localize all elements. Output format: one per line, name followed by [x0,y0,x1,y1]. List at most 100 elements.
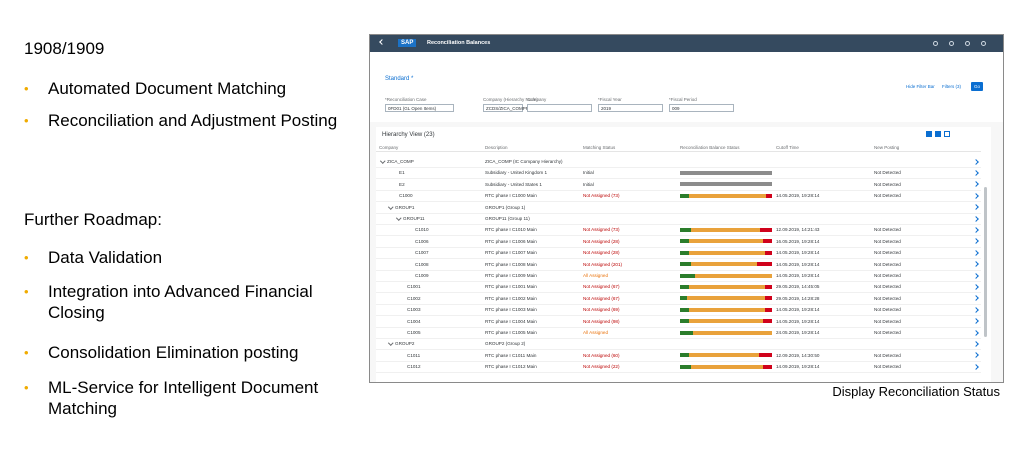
company: C1010 [415,227,429,233]
company: C1004 [407,318,421,324]
table-row[interactable]: C1000 RTC phase I C1000 Main Not Assigned … [376,190,981,203]
table-row[interactable]: GROUP2 GROUP2 (Group 2) [376,338,981,351]
navigation-icon[interactable] [973,261,979,267]
table-title: Hierarchy View (23) [382,132,435,138]
scrollbar[interactable] [984,187,987,337]
company: GROUP11 [403,216,425,221]
table-row[interactable]: ZICA_COMP ZICA_COMP (IC Company Hierarchy… [376,156,981,168]
table-row[interactable]: C1006 RTC phase I C1006 Main Not Assigned … [376,236,981,248]
filter-input[interactable]: 009 [669,104,734,112]
expand-icon[interactable] [388,203,394,209]
navigation-icon[interactable] [973,158,979,165]
navigation-icon[interactable] [973,238,979,245]
company: E2 [399,181,405,187]
filter-input[interactable]: 0FD01 (GL Open Items) [385,104,454,112]
navigation-icon[interactable] [973,318,979,324]
navigation-icon[interactable] [973,249,979,256]
cutoff-time: 14.05.2019, 19:28:14 [776,273,820,278]
button[interactable]: Hide Filter Bar [906,84,935,89]
new-posting: Not Detected [874,330,901,335]
bullet: Automated Document Matching [24,78,358,99]
navigation-icon[interactable] [973,329,979,336]
new-posting: Not Detected [874,307,901,313]
expand-icon[interactable] [380,158,386,164]
description: RTC phase I C1001 Main [485,284,537,290]
header-line [376,151,981,152]
bar-segment [766,193,772,198]
navigation-icon[interactable] [973,306,979,313]
status-bar [680,193,772,198]
expand-icon[interactable] [396,215,402,221]
search-icon[interactable] [933,41,938,46]
navigation-icon[interactable] [973,341,979,347]
table-row[interactable]: C1003 RTC phase I C1003 Main Not Assigned … [376,304,981,317]
navigation-icon[interactable] [973,352,979,359]
description: RTC phase I C1007 Main [485,250,537,256]
company: GROUP2 [395,341,415,347]
table-row[interactable]: GROUP11 GROUP11 (Group 11) [376,213,981,225]
filter-input[interactable] [527,104,592,112]
table-row[interactable]: C1005 RTC phase I C1005 Main All Assigned 2… [376,327,981,339]
navigation-icon[interactable] [973,181,979,188]
filter-input[interactable]: 2019 [598,104,663,112]
navigation-icon[interactable] [973,192,979,199]
description: RTC phase I C1000 Main [485,193,537,199]
cutoff-time: 12.09.2019, 14:30:50 [776,352,820,358]
bar-segment [680,182,772,187]
bar-segment [689,250,765,255]
button[interactable]: Filters (3) [942,84,961,89]
bar-segment [691,364,763,369]
matching-status: Not Assigned (28) [583,250,620,256]
button[interactable]: Go [971,82,984,91]
navigation-icon[interactable] [973,170,979,176]
column-header: Company [379,145,399,150]
navigation-icon[interactable] [973,295,979,302]
table-row[interactable]: C1008 RTC phase I C1008 Main Not Assigned … [376,259,981,271]
status-bar [680,364,772,369]
matching-status: Not Assigned (73) [583,193,620,199]
back-icon[interactable] [379,39,385,45]
table-row[interactable]: C1009 RTC phase I C1009 Main All Assigned 1… [376,270,981,282]
company: C1007 [415,250,429,256]
view-button[interactable] [926,131,932,137]
table-row[interactable]: C1002 RTC phase I C1002 Main Not Assigned … [376,293,981,305]
cutoff-time: 29.05.2019, 14:28:28 [776,295,820,301]
expand-icon[interactable] [388,340,394,346]
company: C1006 [415,238,429,244]
bar-segment [757,262,772,267]
description: RTC phase I C1005 Main [485,330,537,335]
table-row[interactable]: C1004 RTC phase I C1004 Main Not Assigned … [376,316,981,328]
table-row[interactable]: C1010 RTC phase I C1010 Main Not Assigned … [376,224,981,237]
table-row[interactable]: E2 Subsidiary - United States 1 Initial Not… [376,179,981,191]
filter-input[interactable]: ZCDS/ZICA_COMPR... [483,104,533,112]
view-button[interactable] [935,131,941,137]
app-title[interactable]: Reconciliation Balances [427,40,491,46]
matching-status: Not Assigned (201) [583,261,623,267]
table-row[interactable]: E1 Subsidiary - United Kingdom 1 Initial No… [376,167,981,180]
table-row[interactable]: C1011 RTC phase I C1011 Main Not Assigned … [376,350,981,362]
matching-status: Not Assigned (22) [583,364,620,370]
company: C1009 [415,273,429,278]
view-button[interactable] [944,131,950,137]
bar-segment [764,250,772,255]
table-row[interactable]: C1001 RTC phase I C1001 Main Not Assigned … [376,281,981,294]
navigation-icon[interactable] [973,363,979,370]
status-bar [680,250,772,255]
variant[interactable]: Standard * [385,76,414,82]
table-row[interactable]: C1007 RTC phase I C1007 Main Not Assigned … [376,247,981,260]
navigation-icon[interactable] [973,204,979,210]
description: Subsidiary - United States 1 [485,181,542,187]
table-row[interactable]: GROUP1 GROUP1 (Group 1) [376,202,981,214]
cutoff-time: 24.05.2019, 19:28:14 [776,330,820,335]
navigation-icon[interactable] [973,227,979,233]
status-bar [680,319,772,324]
navigation-icon[interactable] [973,272,979,279]
filter-label: Company [527,97,547,102]
table-row[interactable]: C1012 RTC phase I C1012 Main Not Assigned … [376,361,981,374]
bar-segment [680,319,690,324]
user-icon[interactable] [981,41,986,46]
notification-icon[interactable] [965,41,970,46]
settings-icon[interactable] [949,41,954,46]
navigation-icon[interactable] [973,215,979,222]
navigation-icon[interactable] [973,284,979,290]
